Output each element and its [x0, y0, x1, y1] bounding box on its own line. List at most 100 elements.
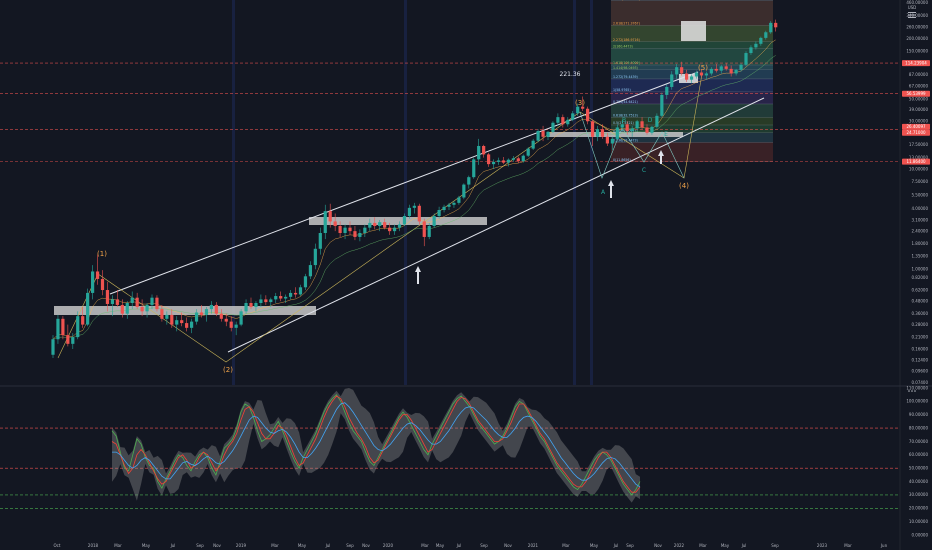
candle-body[interactable]	[442, 206, 446, 211]
candle-body[interactable]	[600, 129, 605, 137]
candle-body[interactable]	[655, 115, 659, 127]
candle-body[interactable]	[417, 205, 421, 222]
candle-body[interactable]	[754, 43, 758, 48]
candle-body[interactable]	[694, 72, 699, 77]
candle-body[interactable]	[675, 67, 679, 75]
candle-body[interactable]	[630, 128, 634, 131]
candle-body[interactable]	[749, 47, 753, 54]
candle-body[interactable]	[130, 297, 134, 304]
candle-body[interactable]	[358, 232, 362, 237]
candle-body[interactable]	[739, 64, 743, 70]
candle-body[interactable]	[269, 299, 273, 303]
zone-middle[interactable]	[309, 217, 487, 225]
candle-body[interactable]	[308, 265, 312, 277]
candle-body[interactable]	[615, 127, 619, 139]
candle-body[interactable]	[412, 205, 416, 208]
candle-body[interactable]	[704, 73, 708, 76]
candle-body[interactable]	[353, 231, 357, 237]
candle-body[interactable]	[110, 299, 114, 304]
candle-body[interactable]	[487, 154, 491, 165]
candle-body[interactable]	[323, 211, 327, 233]
candle-body[interactable]	[180, 320, 184, 324]
candle-body[interactable]	[51, 339, 55, 355]
candle-body[interactable]	[313, 248, 317, 266]
candle-body[interactable]	[81, 316, 85, 325]
candle-body[interactable]	[501, 160, 506, 163]
candle-body[interactable]	[338, 226, 342, 233]
candle-body[interactable]	[274, 296, 278, 300]
candle-body[interactable]	[86, 292, 90, 325]
channel-lower-line[interactable]	[227, 97, 765, 353]
candle-body[interactable]	[467, 177, 471, 185]
candle-body[interactable]	[774, 22, 778, 28]
candle-body[interactable]	[115, 299, 119, 305]
candle-body[interactable]	[190, 321, 194, 328]
candle-body[interactable]	[279, 296, 283, 299]
candle-body[interactable]	[56, 318, 60, 340]
trend-channel[interactable]	[109, 71, 765, 353]
candle-body[interactable]	[516, 158, 520, 162]
candle-body[interactable]	[714, 68, 718, 71]
candle-body[interactable]	[348, 227, 352, 232]
candle-body[interactable]	[318, 232, 322, 249]
candle-body[interactable]	[229, 321, 233, 328]
candle-body[interactable]	[239, 311, 243, 325]
candle-body[interactable]	[432, 215, 436, 227]
candle-body[interactable]	[680, 67, 684, 74]
candle-body[interactable]	[650, 126, 654, 133]
candle-body[interactable]	[303, 276, 308, 288]
candle-body[interactable]	[185, 323, 189, 328]
candle-body[interactable]	[76, 316, 80, 338]
candle-body[interactable]	[556, 117, 560, 123]
candle-body[interactable]	[521, 155, 525, 162]
candle-body[interactable]	[199, 312, 204, 315]
candle-body[interactable]	[536, 130, 540, 141]
candle-body[interactable]	[363, 227, 367, 233]
candle-body[interactable]	[531, 140, 535, 149]
candle-body[interactable]	[477, 145, 481, 160]
candle-body[interactable]	[378, 222, 382, 227]
candle-body[interactable]	[219, 313, 223, 319]
candle-body[interactable]	[625, 124, 629, 131]
candle-body[interactable]	[561, 117, 565, 125]
corrective-wave-line[interactable]	[579, 111, 685, 179]
candle-body[interactable]	[685, 73, 689, 80]
candle-body[interactable]	[100, 278, 105, 291]
zone-lower[interactable]	[54, 306, 316, 315]
candle-body[interactable]	[462, 184, 466, 198]
candle-body[interactable]	[719, 66, 723, 71]
candle-body[interactable]	[759, 37, 763, 44]
candle-body[interactable]	[125, 303, 129, 314]
candle-body[interactable]	[150, 297, 154, 305]
candle-body[interactable]	[595, 129, 600, 137]
candle-body[interactable]	[397, 224, 402, 228]
candle-body[interactable]	[620, 124, 624, 128]
candle-body[interactable]	[571, 113, 575, 120]
candle-body[interactable]	[244, 303, 248, 312]
candle-body[interactable]	[224, 318, 228, 322]
candle-body[interactable]	[165, 314, 169, 319]
candle-body[interactable]	[343, 227, 347, 233]
candle-body[interactable]	[407, 207, 411, 216]
candle-body[interactable]	[328, 211, 332, 222]
channel-upper-line[interactable]	[109, 71, 699, 295]
candle-body[interactable]	[506, 159, 510, 163]
candle-body[interactable]	[496, 160, 501, 162]
candle-body[interactable]	[368, 222, 372, 228]
candle-body[interactable]	[511, 158, 515, 160]
candle-body[interactable]	[665, 86, 669, 95]
candle-body[interactable]	[160, 309, 164, 319]
candle-body[interactable]	[635, 121, 639, 129]
candle-body[interactable]	[422, 221, 426, 237]
candle-body[interactable]	[289, 292, 293, 297]
candle-body[interactable]	[447, 204, 451, 207]
candle-body[interactable]	[769, 22, 773, 33]
candle-body[interactable]	[383, 222, 387, 228]
candle-body[interactable]	[491, 161, 496, 165]
candle-body[interactable]	[61, 318, 65, 336]
dots-menu-icon[interactable]	[908, 390, 916, 392]
hamburger-menu-icon[interactable]	[908, 12, 916, 18]
candle-body[interactable]	[194, 312, 199, 322]
candle-body[interactable]	[482, 145, 486, 155]
candle-body[interactable]	[71, 337, 75, 344]
